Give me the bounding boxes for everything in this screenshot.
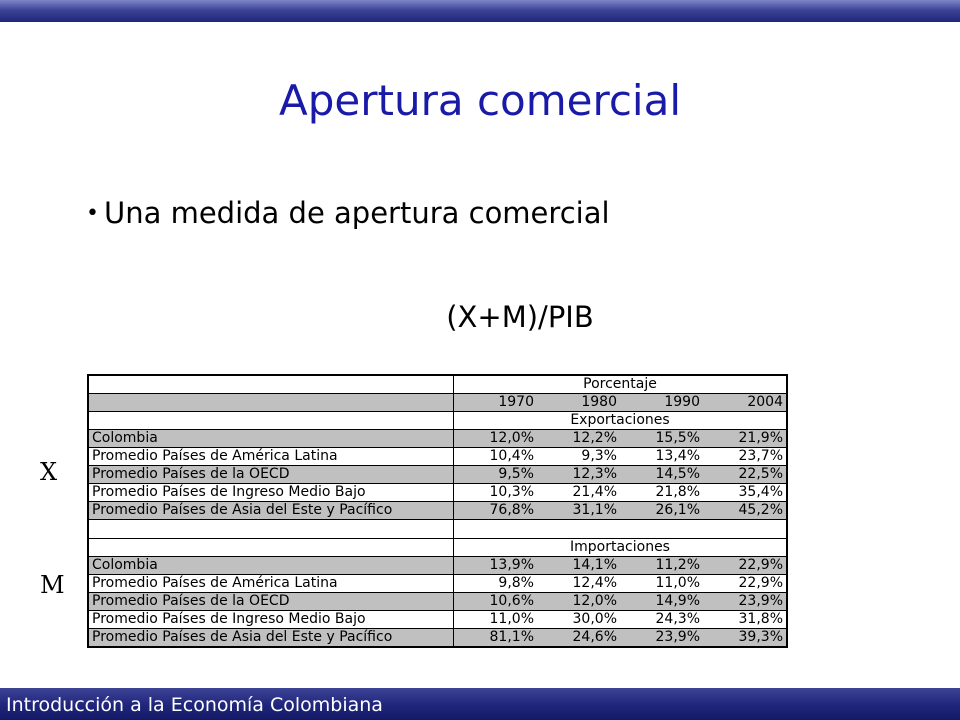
bullet-text: Una medida de apertura comercial: [104, 196, 610, 230]
value-cell: 9,3%: [537, 447, 620, 466]
section-empty-cell: [87, 538, 454, 557]
row-label-cell: Promedio Países de Asia del Este y Pacíf…: [87, 501, 454, 520]
row-label-cell: Promedio Países de Asia del Este y Pacíf…: [87, 628, 454, 648]
years-empty-cell: [87, 393, 454, 412]
footer-text: Introducción a la Economía Colombiana: [6, 694, 383, 716]
value-cell: 14,9%: [620, 592, 703, 611]
value-cell: 23,9%: [703, 592, 788, 611]
table-row: Promedio Países de la OECD 10,6% 12,0% 14,9…: [87, 592, 788, 611]
value-cell: 31,1%: [537, 501, 620, 520]
formula-text: (X+M)/PIB: [446, 300, 594, 334]
value-cell: 11,0%: [453, 610, 537, 629]
value-cell: 35,4%: [703, 483, 788, 502]
value-cell: 12,3%: [537, 465, 620, 484]
spacer-cell: [87, 519, 454, 539]
value-cell: 10,6%: [453, 592, 537, 611]
row-label-cell: Promedio Países de América Latina: [87, 574, 454, 593]
section-title-row: Exportaciones: [87, 411, 788, 430]
value-cell: 15,5%: [620, 429, 703, 448]
value-cell: 13,9%: [453, 556, 537, 575]
exports-side-label: X: [40, 458, 58, 486]
row-label-cell: Promedio Países de Ingreso Medio Bajo: [87, 610, 454, 629]
value-cell: 13,4%: [620, 447, 703, 466]
table-row: Colombia 12,0% 12,2% 15,5% 21,9%: [87, 429, 788, 448]
row-label-cell: Promedio Países de Ingreso Medio Bajo: [87, 483, 454, 502]
value-cell: 21,4%: [537, 483, 620, 502]
section-title-cell: Importaciones: [453, 538, 788, 557]
section-title-row: Importaciones: [87, 538, 788, 557]
value-cell: 22,5%: [703, 465, 788, 484]
value-cell: 10,4%: [453, 447, 537, 466]
value-cell: 21,8%: [620, 483, 703, 502]
value-cell: 9,8%: [453, 574, 537, 593]
value-cell: 39,3%: [703, 628, 788, 648]
row-label-cell: Colombia: [87, 429, 454, 448]
table-row: Promedio Países de América Latina 9,8% 12,…: [87, 574, 788, 593]
value-cell: 26,1%: [620, 501, 703, 520]
table-row: Promedio Países de Asia del Este y Pacíf…: [87, 628, 788, 648]
table-years-row: 1970 1980 1990 2004: [87, 393, 788, 412]
value-cell: 11,0%: [620, 574, 703, 593]
value-cell: 81,1%: [453, 628, 537, 648]
table-row: Colombia 13,9% 14,1% 11,2% 22,9%: [87, 556, 788, 575]
table-header-row: Porcentaje: [87, 374, 788, 394]
value-cell: 24,6%: [537, 628, 620, 648]
table-row: Promedio Países de la OECD 9,5% 12,3% 14,5%…: [87, 465, 788, 484]
trade-openness-table: Porcentaje 1970 1980 1990 2004 Exportaciones C…: [87, 374, 788, 648]
value-cell: 12,0%: [453, 429, 537, 448]
row-label-cell: Promedio Países de la OECD: [87, 592, 454, 611]
year-header-cell: 1980: [537, 393, 620, 412]
value-cell: 21,9%: [703, 429, 788, 448]
value-cell: 12,0%: [537, 592, 620, 611]
row-label-cell: Promedio Países de América Latina: [87, 447, 454, 466]
slide-title: Apertura comercial: [279, 76, 681, 125]
section-empty-cell: [87, 411, 454, 430]
value-cell: 30,0%: [537, 610, 620, 629]
value-cell: 76,8%: [453, 501, 537, 520]
table-row: Promedio Países de Ingreso Medio Bajo 11,…: [87, 610, 788, 629]
section-spacer-row: [87, 519, 788, 539]
spacer-cell: [453, 519, 788, 539]
value-cell: 23,9%: [620, 628, 703, 648]
top-banner: [0, 0, 960, 22]
value-cell: 22,9%: [703, 574, 788, 593]
value-cell: 14,5%: [620, 465, 703, 484]
row-label-cell: Promedio Países de la OECD: [87, 465, 454, 484]
year-header-cell: 1970: [453, 393, 537, 412]
header-group-cell: Porcentaje: [453, 374, 788, 394]
table-row: Promedio Países de América Latina 10,4% 9,…: [87, 447, 788, 466]
value-cell: 22,9%: [703, 556, 788, 575]
value-cell: 31,8%: [703, 610, 788, 629]
value-cell: 12,2%: [537, 429, 620, 448]
value-cell: 14,1%: [537, 556, 620, 575]
bottom-banner: [0, 688, 960, 720]
bullet-item: • Una medida de apertura comercial: [86, 196, 610, 230]
value-cell: 11,2%: [620, 556, 703, 575]
value-cell: 10,3%: [453, 483, 537, 502]
bullet-dot-icon: •: [86, 201, 99, 226]
year-header-cell: 2004: [703, 393, 788, 412]
table-row: Promedio Países de Asia del Este y Pacíf…: [87, 501, 788, 520]
row-label-cell: Colombia: [87, 556, 454, 575]
value-cell: 45,2%: [703, 501, 788, 520]
year-header-cell: 1990: [620, 393, 703, 412]
value-cell: 23,7%: [703, 447, 788, 466]
section-title-cell: Exportaciones: [453, 411, 788, 430]
table-row: Promedio Países de Ingreso Medio Bajo 10,…: [87, 483, 788, 502]
value-cell: 24,3%: [620, 610, 703, 629]
imports-side-label: M: [40, 571, 65, 599]
value-cell: 12,4%: [537, 574, 620, 593]
value-cell: 9,5%: [453, 465, 537, 484]
header-empty-cell: [87, 374, 454, 394]
